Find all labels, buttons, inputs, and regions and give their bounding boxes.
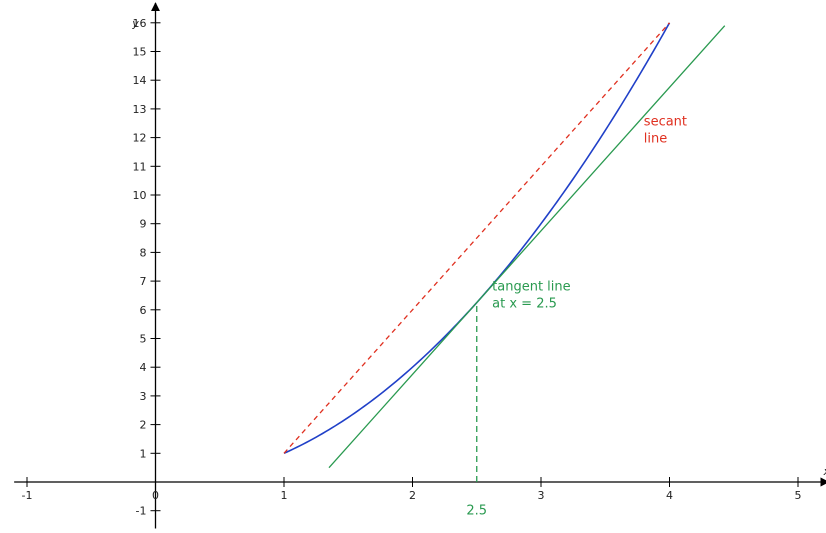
y-tick-label: 16 [133, 17, 147, 30]
x-tick-label: 3 [538, 489, 545, 502]
y-tick-label: 10 [133, 189, 147, 202]
y-axis-label: y [131, 17, 139, 30]
tangent-label: tangent line [492, 280, 570, 295]
y-tick-label: 5 [140, 333, 147, 346]
y-tick-label: 3 [140, 390, 147, 403]
y-tick-label: 12 [133, 132, 147, 145]
series-layer [283, 22, 726, 482]
secant-series [283, 22, 670, 454]
x-tick-label: 5 [795, 489, 802, 502]
x-tick-label: 1 [281, 489, 288, 502]
y-tick-label: 15 [133, 46, 147, 59]
y-tick-label: 8 [140, 246, 147, 259]
tangent-series [328, 25, 726, 469]
y-tick-label: 14 [133, 74, 147, 87]
y-tick-label: 2 [140, 419, 147, 432]
y-tick-label: 11 [133, 160, 147, 173]
y-tick-label: -1 [136, 505, 147, 518]
x-tick-label: -1 [22, 489, 33, 502]
y-tick-label: 6 [140, 304, 147, 317]
labels: -1012345-112345678910111213141516xysecan… [22, 17, 826, 519]
axes [14, 2, 826, 529]
y-tick-label: 1 [140, 447, 147, 460]
y-tick-label: 13 [133, 103, 147, 116]
y-tick-label: 9 [140, 218, 147, 231]
x-tick-label: 4 [666, 489, 673, 502]
x-tick-label: 2 [409, 489, 416, 502]
tangent-label: at x = 2.5 [492, 297, 557, 312]
marker-label: 2.5 [466, 504, 487, 519]
x-axis-label: x [822, 465, 826, 478]
secant-label: line [644, 132, 667, 147]
x-tick-label: 0 [152, 489, 159, 502]
y-tick-label: 7 [140, 275, 147, 288]
y-tick-label: 4 [140, 361, 147, 374]
secant-label: secant [644, 115, 687, 130]
